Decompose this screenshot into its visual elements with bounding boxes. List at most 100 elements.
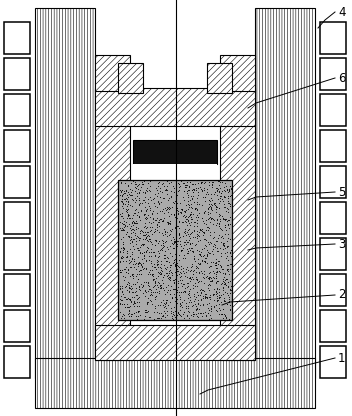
Point — [177, 300, 183, 307]
Point — [177, 294, 183, 300]
Point — [220, 265, 225, 272]
Point — [183, 241, 189, 248]
Point — [209, 276, 214, 283]
Point — [132, 281, 137, 287]
Point — [219, 188, 225, 194]
Point — [208, 214, 214, 221]
Point — [210, 291, 216, 298]
Point — [165, 205, 170, 211]
Point — [147, 256, 152, 263]
Point — [157, 264, 163, 271]
Point — [159, 218, 165, 224]
Point — [188, 267, 194, 274]
Point — [176, 311, 182, 318]
Point — [159, 276, 164, 283]
Point — [150, 275, 156, 282]
Point — [152, 282, 158, 288]
Point — [181, 229, 187, 236]
Point — [145, 212, 151, 219]
Point — [146, 282, 152, 289]
Point — [118, 292, 124, 299]
Point — [117, 308, 122, 315]
Point — [143, 235, 149, 241]
Point — [213, 258, 219, 265]
Point — [211, 269, 217, 276]
Point — [132, 258, 137, 264]
Point — [194, 263, 200, 270]
Point — [124, 304, 130, 310]
Point — [193, 310, 199, 317]
Point — [171, 239, 177, 246]
Point — [143, 249, 149, 256]
Point — [223, 275, 229, 282]
Point — [131, 222, 136, 229]
Point — [171, 285, 176, 292]
Point — [161, 312, 166, 319]
Point — [205, 216, 211, 223]
Point — [121, 245, 127, 252]
Point — [224, 183, 229, 190]
Point — [126, 193, 131, 200]
Point — [182, 197, 187, 204]
Point — [192, 181, 198, 188]
Point — [131, 310, 137, 317]
Point — [210, 243, 215, 250]
Point — [137, 230, 143, 236]
Point — [225, 208, 231, 215]
Point — [213, 206, 219, 213]
Point — [149, 271, 155, 277]
Point — [121, 189, 126, 196]
Point — [212, 229, 217, 235]
Point — [202, 258, 208, 264]
Point — [158, 246, 164, 253]
Bar — [320, 58, 346, 90]
Point — [126, 212, 131, 218]
Point — [222, 289, 228, 295]
Point — [177, 183, 182, 190]
Point — [218, 292, 223, 299]
Bar — [320, 202, 346, 234]
Point — [188, 209, 194, 215]
Point — [194, 222, 199, 229]
Point — [220, 239, 226, 246]
Point — [187, 184, 192, 191]
Point — [133, 180, 138, 187]
Point — [225, 292, 231, 299]
Point — [124, 250, 130, 256]
Point — [146, 235, 151, 242]
Point — [190, 234, 196, 240]
Point — [151, 229, 157, 235]
Point — [120, 311, 126, 317]
Point — [154, 187, 160, 193]
Point — [145, 279, 151, 286]
Point — [220, 284, 226, 291]
Point — [162, 248, 168, 255]
Point — [165, 219, 171, 226]
Point — [143, 225, 149, 231]
Point — [152, 242, 158, 249]
Point — [208, 216, 213, 223]
Point — [203, 290, 209, 297]
Point — [214, 248, 220, 254]
Point — [117, 248, 122, 254]
Bar — [35, 358, 315, 408]
Bar — [320, 346, 346, 378]
Point — [203, 243, 209, 250]
Bar — [133, 140, 217, 164]
Point — [163, 238, 169, 245]
Point — [189, 245, 194, 252]
Point — [127, 296, 133, 303]
Point — [213, 307, 219, 313]
Point — [125, 229, 130, 235]
Point — [152, 278, 158, 285]
Point — [214, 285, 220, 292]
Point — [219, 311, 224, 318]
Point — [214, 261, 219, 268]
Point — [220, 241, 225, 248]
Point — [195, 310, 201, 317]
Point — [216, 181, 221, 188]
Point — [130, 220, 135, 226]
Point — [212, 275, 217, 282]
Point — [207, 270, 212, 276]
Point — [214, 290, 220, 296]
